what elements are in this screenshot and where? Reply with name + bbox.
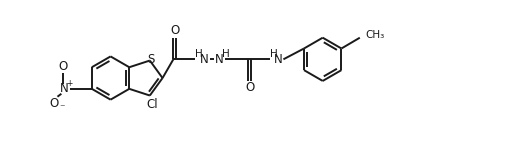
Text: Cl: Cl xyxy=(146,98,157,111)
Text: +: + xyxy=(66,79,72,88)
Text: O: O xyxy=(244,81,253,94)
Text: N: N xyxy=(60,82,69,95)
Text: O: O xyxy=(170,24,179,37)
Text: H: H xyxy=(269,49,277,59)
Text: N: N xyxy=(273,53,282,66)
Text: O: O xyxy=(59,60,68,73)
Text: H: H xyxy=(221,49,229,59)
Text: S: S xyxy=(147,53,154,66)
Text: N: N xyxy=(199,53,208,66)
Text: ⁻: ⁻ xyxy=(60,104,65,113)
Text: O: O xyxy=(50,97,59,110)
Text: H: H xyxy=(194,49,203,59)
Text: N: N xyxy=(215,53,223,66)
Text: CH₃: CH₃ xyxy=(365,30,384,40)
